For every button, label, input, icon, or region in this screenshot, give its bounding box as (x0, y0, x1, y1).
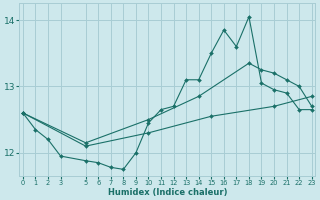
X-axis label: Humidex (Indice chaleur): Humidex (Indice chaleur) (108, 188, 227, 197)
